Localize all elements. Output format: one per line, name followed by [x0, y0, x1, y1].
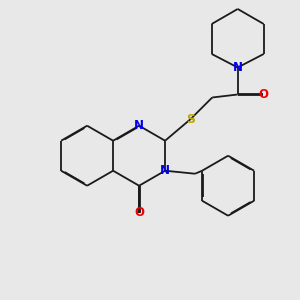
Text: S: S	[186, 112, 195, 126]
Text: N: N	[134, 119, 144, 132]
Text: O: O	[258, 88, 268, 101]
Text: N: N	[233, 61, 243, 74]
Text: N: N	[160, 164, 170, 177]
Text: O: O	[134, 206, 144, 219]
